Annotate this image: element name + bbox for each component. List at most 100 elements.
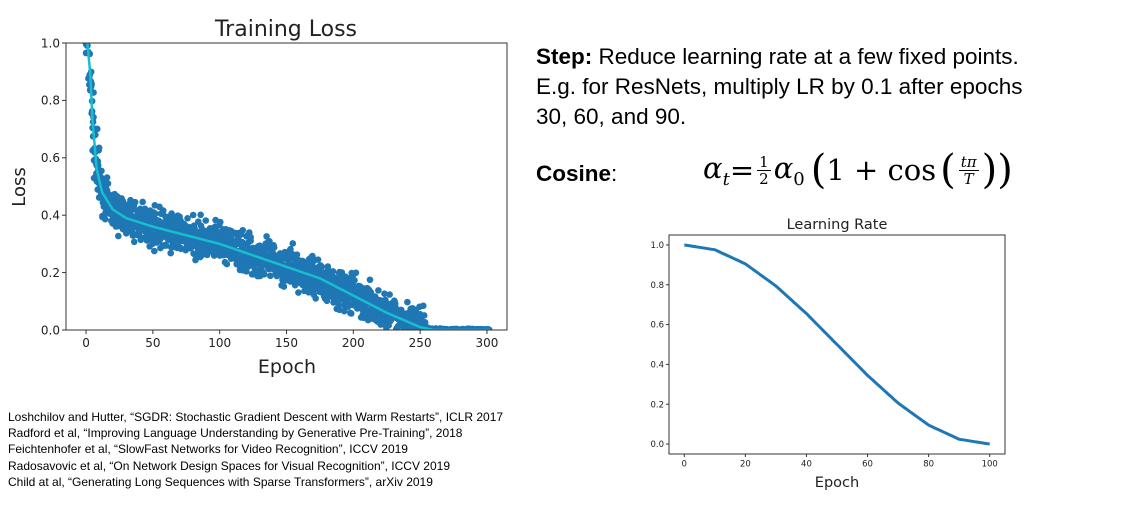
learning-rate-chart: Learning Rate Epoch 0 20 40 60 80 100 0.0 0.2 0.… bbox=[650, 217, 1006, 491]
lr-y-tick-label: 1.0 bbox=[650, 241, 664, 251]
loss-point bbox=[85, 19, 92, 26]
loss-point bbox=[335, 301, 342, 308]
loss-point bbox=[101, 215, 109, 223]
loss-y-tick-label: 0.0 bbox=[41, 323, 60, 337]
formula-alpha: α bbox=[703, 150, 723, 185]
loss-point bbox=[93, 125, 101, 133]
formula-subscript-0: 0 bbox=[793, 168, 805, 190]
loss-point bbox=[216, 218, 224, 226]
loss-point bbox=[189, 211, 197, 219]
loss-point bbox=[159, 207, 167, 214]
loss-point bbox=[351, 277, 358, 284]
loss-point bbox=[421, 319, 429, 326]
lr-chart-title: Learning Rate bbox=[787, 217, 888, 233]
loss-point bbox=[419, 302, 427, 310]
loss-x-tick-label: 250 bbox=[409, 336, 432, 350]
loss-y-tick-label: 0.2 bbox=[41, 266, 60, 280]
lr-x-tick-label: 60 bbox=[862, 460, 873, 470]
formula-alpha0: α bbox=[773, 150, 794, 185]
loss-x-tick-label: 0 bbox=[82, 336, 90, 350]
formula-paren-open: ( bbox=[810, 147, 827, 193]
loss-chart-xlabel: Epoch bbox=[258, 356, 316, 378]
loss-point bbox=[375, 287, 382, 294]
lr-chart-xlabel: Epoch bbox=[815, 475, 859, 491]
loss-point bbox=[267, 272, 274, 280]
loss-point bbox=[318, 263, 326, 271]
lr-line bbox=[684, 243, 990, 446]
loss-point bbox=[329, 268, 337, 275]
loss-point bbox=[247, 233, 254, 241]
reference-item: Feichtenhofer et al, “SlowFast Networks … bbox=[8, 442, 408, 457]
loss-point bbox=[197, 211, 204, 219]
lr-x-tick-label: 100 bbox=[982, 460, 998, 470]
lr-y-tick-label: 0.6 bbox=[650, 321, 664, 331]
loss-point bbox=[103, 174, 111, 181]
lr-y-tick-label: 0.8 bbox=[650, 281, 664, 291]
loss-point bbox=[98, 167, 105, 175]
loss-point bbox=[86, 33, 93, 40]
formula-one-plus-cos: 1 + cos bbox=[826, 153, 937, 187]
loss-point bbox=[85, 15, 92, 22]
loss-point bbox=[184, 215, 191, 222]
loss-point bbox=[83, 27, 90, 34]
loss-y-tick-label: 0.8 bbox=[41, 94, 60, 108]
step-line-1: Step: Reduce learning rate at a few fixe… bbox=[536, 42, 1019, 72]
loss-chart-title: Training Loss bbox=[214, 17, 357, 42]
loss-x-tick-label: 50 bbox=[145, 336, 160, 350]
lr-y-tick-label: 0.2 bbox=[650, 400, 664, 410]
loss-point bbox=[84, 21, 91, 28]
cosine-label: Cosine bbox=[536, 161, 612, 186]
formula-half-denominator: 2 bbox=[759, 169, 769, 188]
step-line-2: E.g. for ResNets, multiply LR by 0.1 aft… bbox=[536, 74, 1023, 99]
reference-item: Radford et al, “Improving Language Under… bbox=[8, 426, 463, 441]
loss-x-tick-label: 200 bbox=[342, 336, 365, 350]
lr-x-tick-label: 0 bbox=[682, 460, 687, 470]
loss-point bbox=[270, 244, 278, 251]
loss-y-tick-label: 1.0 bbox=[41, 36, 60, 50]
loss-point bbox=[83, 28, 90, 35]
loss-point bbox=[202, 217, 210, 224]
loss-point bbox=[139, 198, 146, 206]
lr-x-tick-label: 20 bbox=[740, 460, 751, 470]
formula-frac-numerator: tπ bbox=[958, 152, 979, 171]
loss-smoothed-line bbox=[86, 43, 490, 330]
loss-point bbox=[104, 180, 112, 187]
loss-point bbox=[187, 244, 195, 251]
loss-point bbox=[293, 251, 301, 258]
loss-chart-frame bbox=[65, 42, 508, 331]
step-label: Step: bbox=[536, 44, 593, 69]
lr-chart-frame bbox=[668, 234, 1006, 455]
formula-alpha-t: αt bbox=[703, 151, 730, 190]
loss-point bbox=[381, 290, 388, 297]
loss-point bbox=[95, 144, 103, 152]
loss-scatter-points bbox=[82, 15, 493, 330]
formula-frac-denominator: T bbox=[963, 169, 974, 188]
reference-item: Radosavovic et al, “On Network Design Sp… bbox=[8, 458, 450, 473]
loss-point bbox=[280, 283, 288, 290]
lr-y-tick-label: 0.0 bbox=[650, 440, 664, 450]
loss-point bbox=[366, 276, 374, 284]
loss-point bbox=[141, 205, 149, 213]
formula-equals: = bbox=[729, 153, 755, 187]
loss-point bbox=[386, 291, 393, 298]
loss-chart-ylabel: Loss bbox=[9, 167, 30, 206]
cosine-colon: : bbox=[611, 161, 618, 186]
loss-point bbox=[162, 242, 170, 249]
loss-point bbox=[130, 238, 138, 246]
formula-t-pi-over-T: tπ T bbox=[958, 152, 979, 188]
loss-point bbox=[340, 307, 348, 315]
loss-point bbox=[131, 198, 139, 206]
reference-item: Loshchilov and Hutter, “SGDR: Stochastic… bbox=[8, 410, 504, 424]
loss-point bbox=[223, 260, 231, 268]
loss-point bbox=[266, 237, 273, 245]
reference-item: Child at al, “Generating Long Sequences … bbox=[8, 474, 433, 489]
loss-point bbox=[347, 310, 355, 317]
loss-point bbox=[352, 269, 360, 277]
loss-point bbox=[289, 240, 297, 247]
step-text: Reduce learning rate at a few fixed poin… bbox=[592, 44, 1019, 69]
cosine-line: Cosine: bbox=[536, 159, 617, 189]
references-list: Loshchilov and Hutter, “SGDR: Stochastic… bbox=[8, 409, 503, 490]
formula-alpha-0: α0 bbox=[774, 151, 805, 190]
